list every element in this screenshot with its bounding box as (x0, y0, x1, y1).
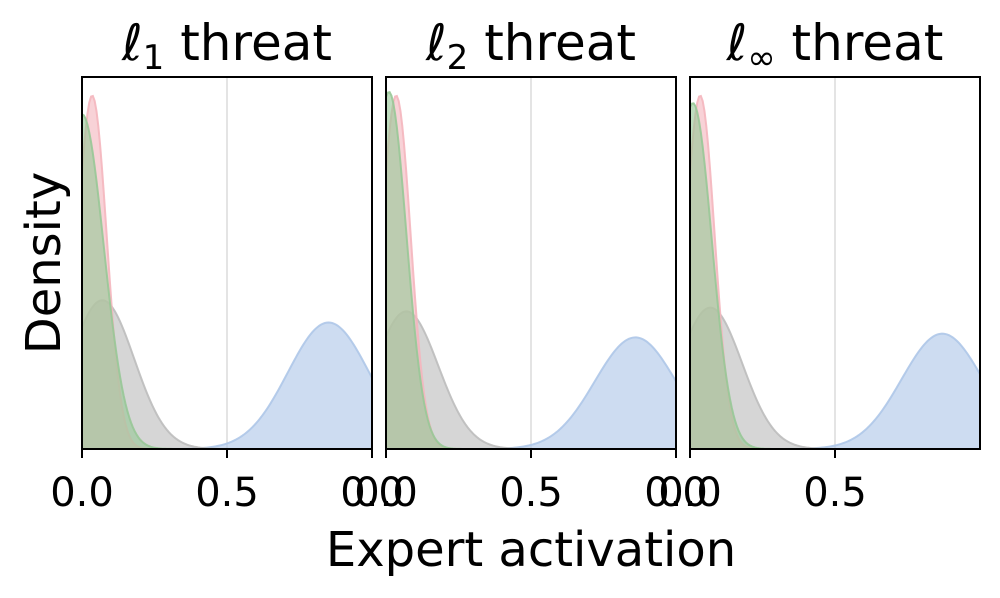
panel-title: ℓ∞ threat (726, 14, 944, 78)
density-blue (386, 336, 676, 449)
x-tick-label: 0.0 (354, 470, 418, 516)
x-tick-label: 0.5 (499, 470, 563, 516)
density-blue (82, 321, 372, 449)
x-axis-label: Expert activation (326, 522, 736, 578)
panel-2: 0.0 0.5 0.0 ℓ2 threat (354, 14, 708, 516)
x-tick-label: 0.5 (195, 470, 259, 516)
y-axis-label: Density (16, 172, 72, 354)
density-green (386, 91, 676, 449)
density-green (82, 113, 372, 449)
panel-3: 0.0 0.5 ℓ∞ threat (658, 14, 981, 516)
density-blue (690, 332, 980, 449)
x-tick-label: 0.0 (50, 470, 114, 516)
x-tick-label: 0.0 (340, 470, 404, 516)
density-green (690, 102, 980, 449)
panel-title: ℓ1 threat (121, 14, 332, 78)
x-tick-label: 0.0 (658, 470, 722, 516)
x-tick-label: 0.5 (803, 470, 867, 516)
panel-1: 0.0 0.5 0.0 ℓ1 threat (50, 14, 404, 516)
panel-title: ℓ2 threat (425, 14, 636, 78)
x-tick-label: 0.0 (644, 470, 708, 516)
